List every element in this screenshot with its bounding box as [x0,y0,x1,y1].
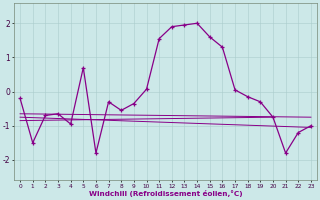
X-axis label: Windchill (Refroidissement éolien,°C): Windchill (Refroidissement éolien,°C) [89,190,242,197]
